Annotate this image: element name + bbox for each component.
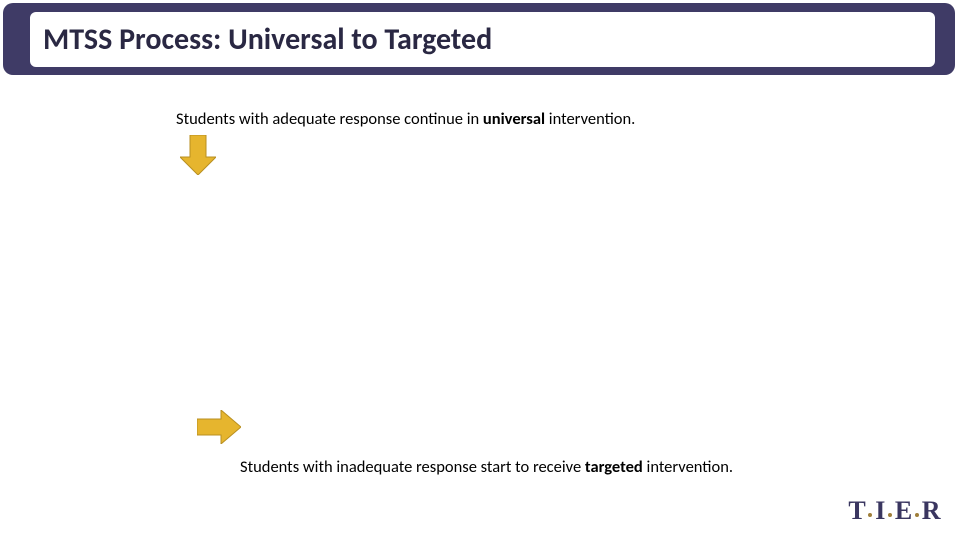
logo-r: R xyxy=(922,496,940,526)
slide-title: MTSS Process: Universal to Targeted xyxy=(43,21,492,58)
logo-i: I xyxy=(875,496,885,526)
tier-logo: T I E R xyxy=(848,496,940,526)
slide: MTSS Process: Universal to Targeted Stud… xyxy=(0,0,960,540)
arrow-down-shape xyxy=(180,135,216,175)
arrow-down-icon xyxy=(180,135,216,180)
bottom-caption-bold: targeted xyxy=(585,457,643,477)
logo-dot-2 xyxy=(888,513,892,517)
top-caption: Students with adequate response continue… xyxy=(176,109,635,129)
arrow-right-shape xyxy=(197,410,241,444)
logo-t: T xyxy=(848,496,865,526)
title-inner: MTSS Process: Universal to Targeted xyxy=(30,12,935,67)
top-caption-pre: Students with adequate response continue… xyxy=(176,109,483,129)
logo-dot-1 xyxy=(868,513,872,517)
title-bar: MTSS Process: Universal to Targeted xyxy=(3,3,955,75)
bottom-caption-post: intervention. xyxy=(643,457,733,477)
arrow-right-icon xyxy=(197,410,241,449)
bottom-caption: Students with inadequate response start … xyxy=(240,457,733,477)
bottom-caption-pre: Students with inadequate response start … xyxy=(240,457,585,477)
logo-e: E xyxy=(895,496,912,526)
top-caption-post: intervention. xyxy=(545,109,635,129)
top-caption-bold: universal xyxy=(483,109,545,129)
logo-dot-3 xyxy=(915,513,919,517)
